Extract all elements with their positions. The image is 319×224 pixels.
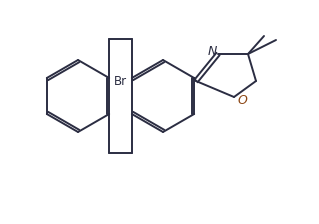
Text: Br: Br (114, 75, 127, 88)
Text: N: N (207, 45, 217, 58)
Text: O: O (237, 93, 247, 106)
